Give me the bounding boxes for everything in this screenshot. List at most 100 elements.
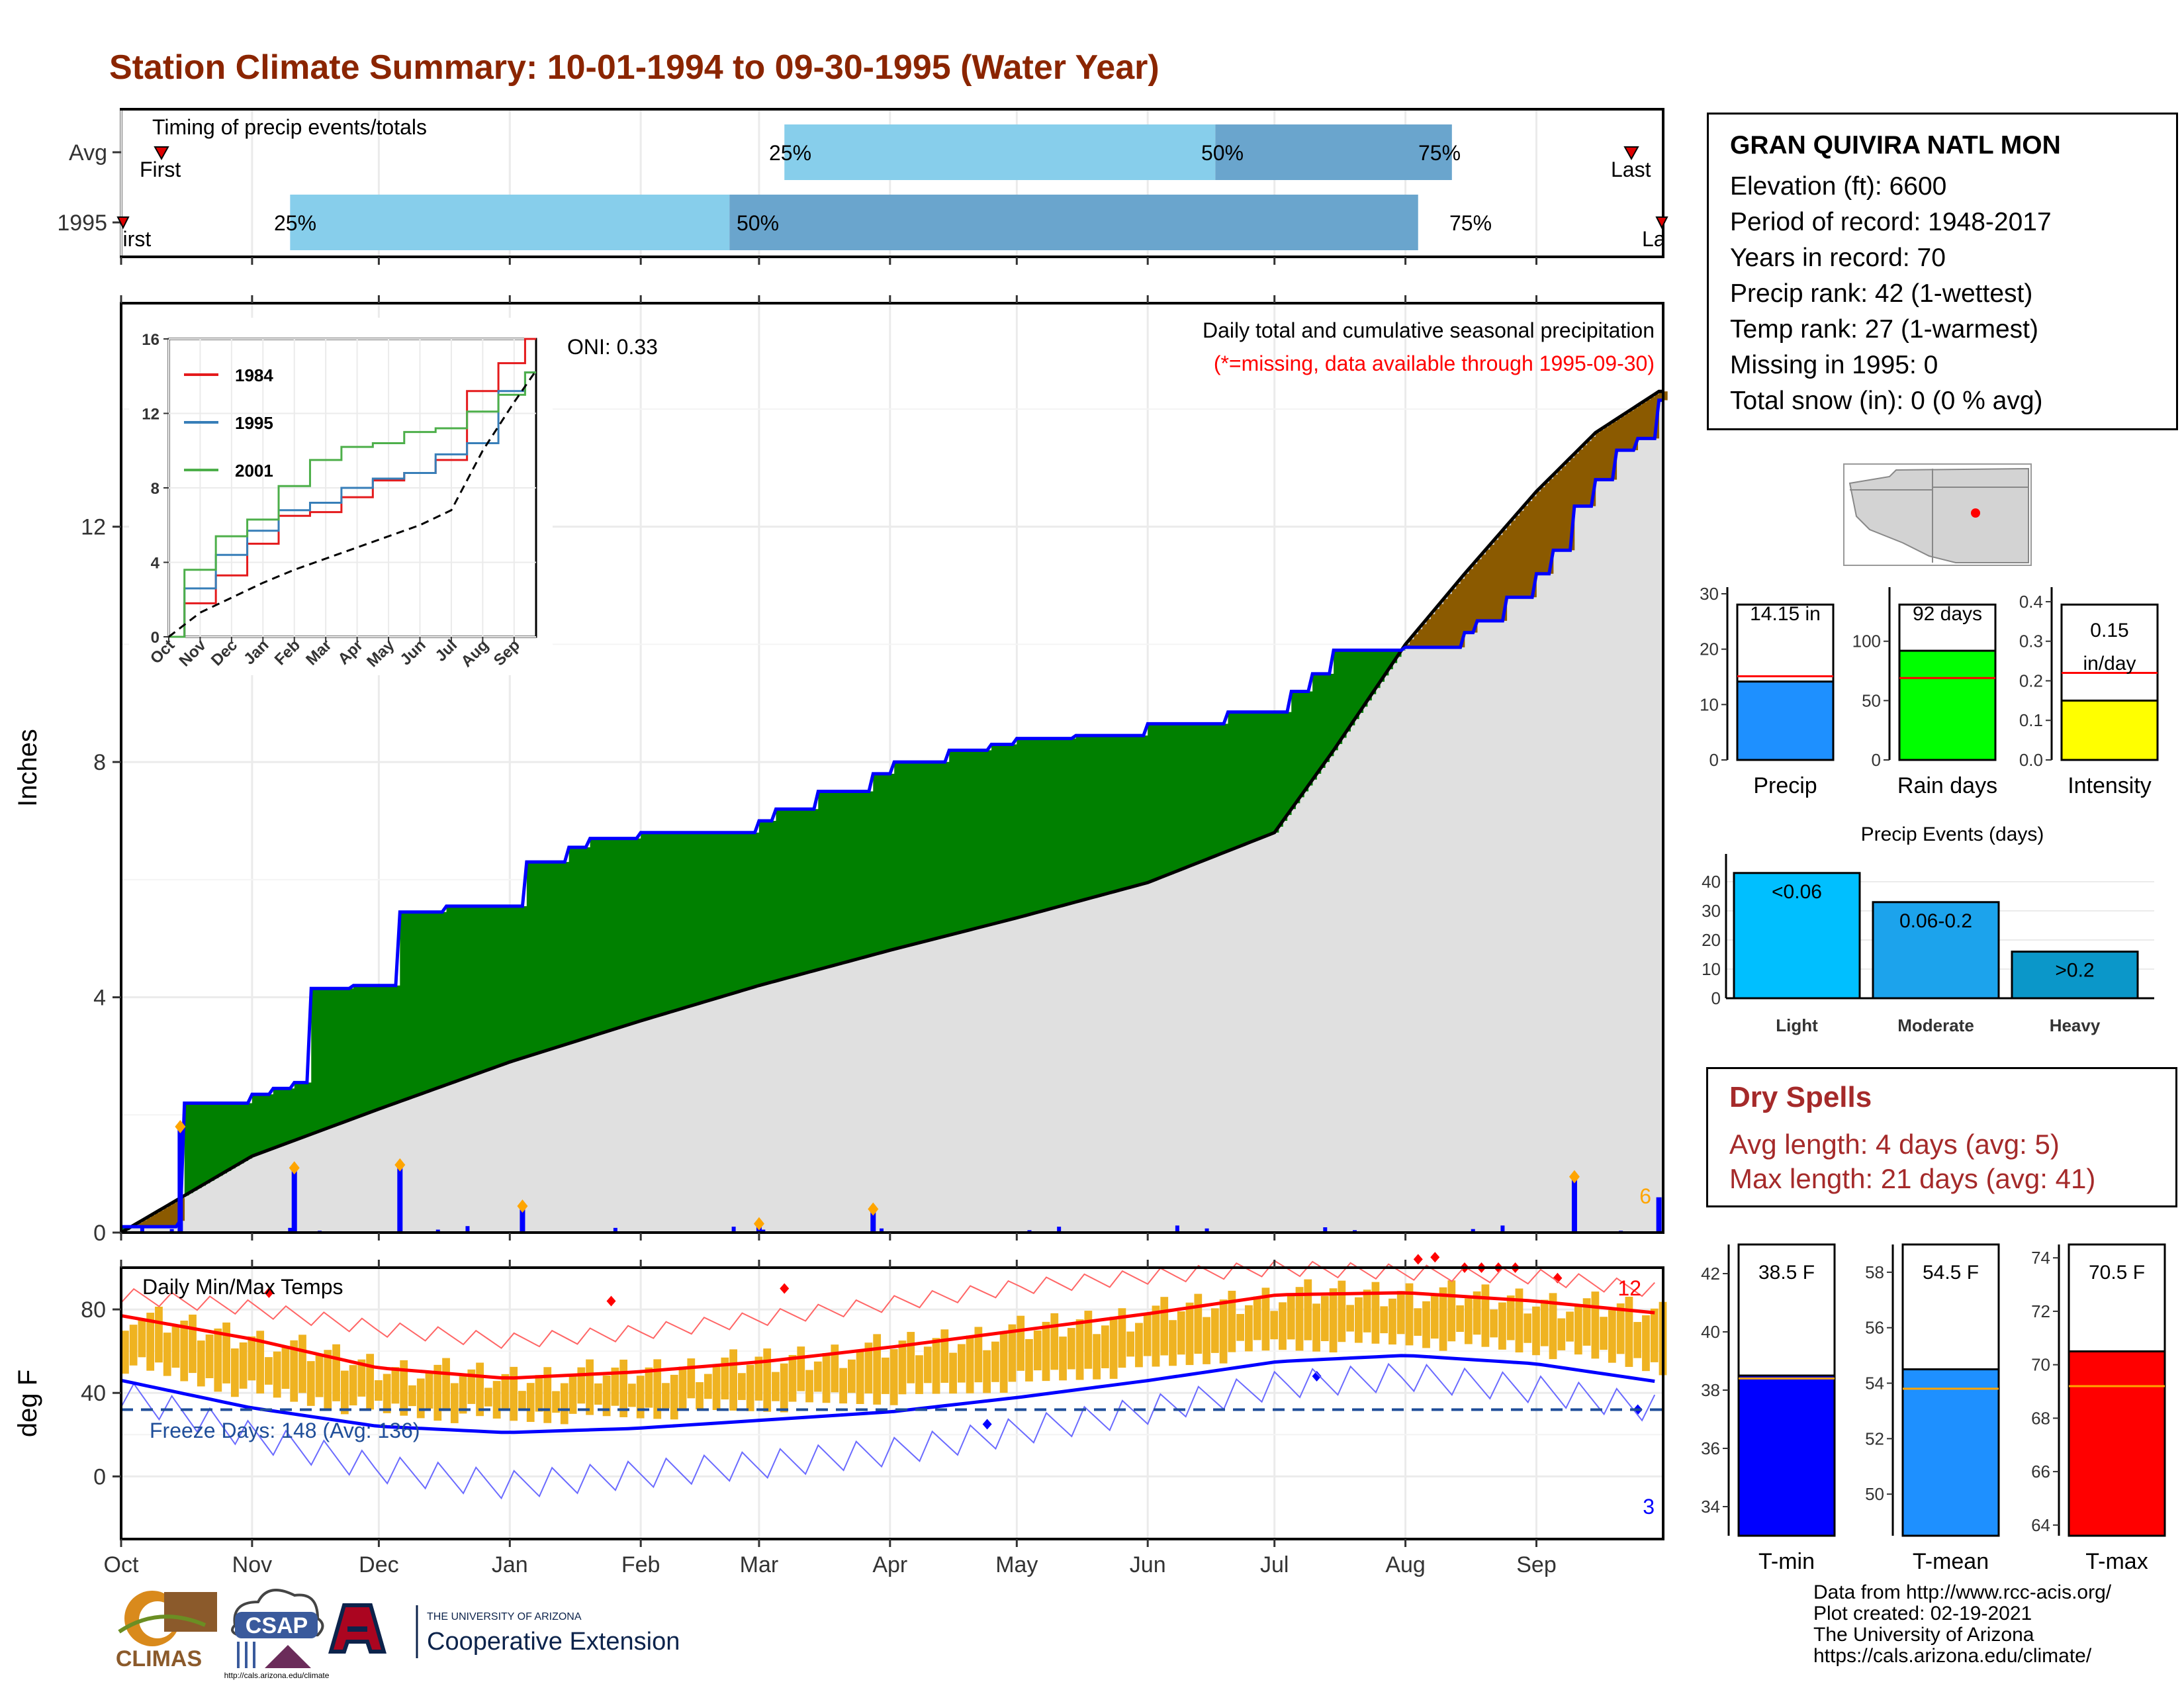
temp-daily-bar — [349, 1365, 357, 1406]
temp-daily-bar — [1600, 1317, 1608, 1350]
temp-daily-bar — [222, 1322, 230, 1383]
page-title: Station Climate Summary: 10-01-1994 to 0… — [109, 48, 1160, 87]
daily-precip-bar — [761, 1229, 766, 1233]
inset-legend: 1984 1995 2001 — [184, 365, 273, 481]
temp-daily-bar — [1608, 1310, 1616, 1363]
daily-precip-marker — [1569, 1170, 1580, 1184]
temp-daily-bar — [1279, 1302, 1287, 1350]
temp-daily-bar — [1033, 1330, 1042, 1371]
temp-daily-bar — [543, 1367, 552, 1423]
inset-ytick-label: 12 — [142, 406, 159, 424]
temp-daily-bar — [1557, 1318, 1566, 1350]
precip-tick-label: 0 — [1709, 750, 1719, 770]
inset-line-1995 — [169, 371, 536, 638]
temp-daily-bar — [991, 1341, 999, 1382]
temp-daily-bar — [1219, 1299, 1228, 1364]
ua-logo[interactable]: THE UNIVERSITY OF ARIZONA Cooperative Ex… — [328, 1603, 680, 1658]
temp-daily-bar — [1566, 1311, 1574, 1342]
climas-logo[interactable]: CLIMAS — [116, 1591, 217, 1671]
daily-precip-marker — [289, 1161, 300, 1175]
y1995-last-label: Last — [1642, 227, 1682, 251]
daily-precip-bar — [177, 1127, 183, 1233]
temp-daily-bar — [1203, 1317, 1210, 1364]
main-chart-area: Timing of precip events/totals Avg 1995 … — [13, 108, 1682, 1577]
events-tick-label: 10 — [1702, 959, 1721, 979]
temp-daily-bar — [1261, 1288, 1270, 1351]
temp-daily-bar — [408, 1385, 416, 1407]
temp-xtick-label: Feb — [621, 1552, 660, 1577]
temp-daily-bar — [966, 1335, 974, 1393]
station-info-box: GRAN QUIVIRA NATL MON Elevation (ft): 66… — [1707, 113, 2178, 430]
temp-daily-bar — [1591, 1291, 1600, 1359]
temp-daily-bar — [949, 1352, 957, 1394]
events-tick-label: 0 — [1711, 988, 1721, 1008]
logo-strip[interactable]: CLIMAS CSAP http://cals.arizona.edu/clim… — [106, 1579, 741, 1685]
temp-daily-bar — [357, 1359, 366, 1397]
temp-daily-bar — [324, 1350, 332, 1411]
temp-daily-bar — [1422, 1301, 1430, 1348]
temp-daily-bar — [729, 1349, 737, 1411]
csap-logo[interactable]: CSAP http://cals.arizona.edu/climate — [224, 1589, 330, 1680]
rain-days-tick-label: 0 — [1872, 750, 1881, 770]
tmin-tick-label: 38 — [1701, 1380, 1720, 1400]
tmin-envelope — [120, 1362, 1656, 1500]
daily-precip-bar — [731, 1227, 736, 1233]
temp-daily-bar — [1396, 1291, 1405, 1335]
temp-daily-bar — [907, 1332, 915, 1383]
events-tick-label: 30 — [1702, 901, 1721, 921]
tmean-tick-label: 50 — [1865, 1484, 1884, 1504]
temp-daily-bar — [332, 1344, 340, 1401]
oni-label: ONI: 0.33 — [567, 335, 658, 359]
avg-50-label: 50% — [1201, 141, 1244, 165]
station-missing: Missing in 1995: 0 — [1730, 351, 1938, 379]
temp-daily-bar — [1371, 1282, 1380, 1344]
dry-spells-title: Dry Spells — [1729, 1081, 1872, 1113]
tmean-bar — [1901, 1368, 2000, 1537]
intensity-unit-label: in/day — [2083, 653, 2136, 675]
temp-daily-bar — [155, 1306, 163, 1363]
temp-daily-bar — [1447, 1280, 1456, 1342]
y1995-50-label: 50% — [737, 211, 779, 235]
timing-panel: Timing of precip events/totals Avg 1995 … — [57, 108, 1682, 265]
temp-daily-bar — [518, 1391, 526, 1411]
events-bar-label: 0.06-0.2 — [1899, 910, 1972, 932]
temp-daily-bar — [797, 1346, 805, 1391]
daily-precip-marker — [394, 1158, 406, 1172]
precip-ytick-label: 0 — [93, 1221, 106, 1246]
temp-daily-bar — [678, 1366, 687, 1409]
temp-daily-bar — [425, 1372, 433, 1409]
daily-precip-bar — [1471, 1229, 1475, 1233]
temp-daily-bar — [1464, 1298, 1473, 1344]
temp-daily-bar — [1135, 1323, 1143, 1368]
temp-daily-bar — [180, 1320, 189, 1382]
events-bar-label: <0.06 — [1772, 881, 1822, 903]
temp-daily-bar — [273, 1351, 281, 1398]
temp-daily-bar — [1549, 1293, 1557, 1360]
temp-daily-bar — [653, 1359, 662, 1419]
precip-bar — [1736, 680, 1835, 761]
tmax-tick-label: 70 — [2031, 1355, 2050, 1375]
temp-daily-bar — [619, 1359, 628, 1417]
temp-daily-bar — [1126, 1331, 1135, 1357]
footer-line-2: Plot created: 02-19-2021 — [1813, 1603, 2032, 1624]
daily-precip-marker — [175, 1120, 186, 1134]
temp-daily-bar — [1380, 1306, 1388, 1334]
tmax-avg-line — [120, 1291, 1655, 1380]
normal-cumulative-line — [120, 389, 1663, 1235]
daily-precip-marker — [517, 1199, 528, 1213]
tmean-tick-label: 52 — [1865, 1429, 1884, 1448]
temp-daily-bar — [1050, 1313, 1059, 1370]
tmax-value-label: 70.5 F — [2089, 1262, 2145, 1284]
temp-daily-bar — [467, 1369, 476, 1404]
temp-daily-bar — [1329, 1288, 1338, 1353]
footer-line-3: The University of Arizona — [1813, 1624, 2034, 1646]
temp-xtick-label: Jun — [1130, 1552, 1166, 1577]
temp-daily-bar — [1481, 1284, 1490, 1347]
temp-daily-bar — [171, 1327, 180, 1368]
temp-daily-bar — [290, 1340, 298, 1402]
temp-daily-bar — [670, 1374, 678, 1420]
temp-ylabel: deg F — [13, 1370, 42, 1437]
inset-ytick-label: 8 — [151, 480, 159, 498]
temp-daily-bar — [1532, 1306, 1540, 1356]
ua-big-text: Cooperative Extension — [427, 1628, 680, 1656]
